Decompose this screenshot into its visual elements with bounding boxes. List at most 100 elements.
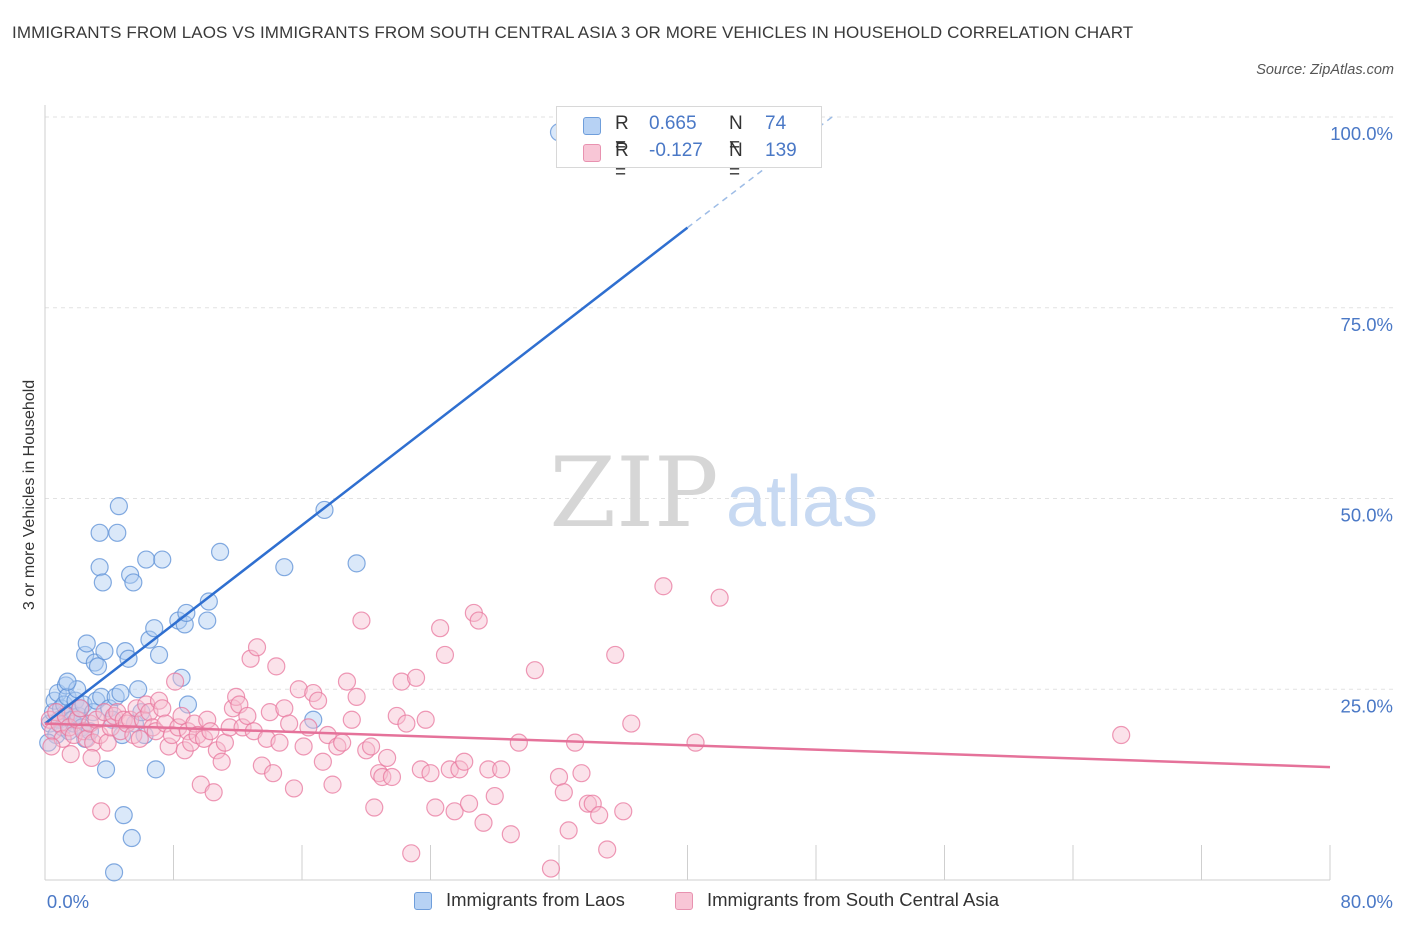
data-point-south-central-asia	[426, 798, 445, 817]
data-point-laos	[93, 573, 112, 592]
legend-n-value: 74	[765, 113, 787, 134]
trend-line-laos-extension	[687, 116, 833, 229]
bottom-legend-swatch-south-central-asia	[675, 892, 693, 910]
data-point-south-central-asia	[455, 752, 474, 771]
chart-title: IMMIGRANTS FROM LAOS VS IMMIGRANTS FROM …	[12, 23, 1134, 42]
data-point-south-central-asia	[572, 764, 591, 783]
legend-r-label: R =	[615, 113, 629, 156]
legend-n-value: 139	[765, 140, 797, 161]
data-point-south-central-asia	[153, 699, 172, 718]
data-point-south-central-asia	[559, 821, 578, 840]
data-point-south-central-asia	[247, 638, 267, 657]
data-point-south-central-asia	[583, 794, 602, 813]
data-point-laos	[347, 554, 366, 573]
data-point-south-central-asia	[435, 645, 455, 665]
data-point-south-central-asia	[212, 752, 231, 771]
data-point-south-central-asia	[606, 645, 625, 665]
data-point-laos	[145, 619, 164, 638]
data-point-south-central-asia	[267, 657, 286, 676]
data-point-south-central-asia	[622, 714, 641, 733]
watermark-zip: ZIP	[549, 437, 718, 549]
data-point-south-central-asia	[411, 760, 430, 779]
data-point-laos	[114, 806, 133, 825]
data-point-south-central-asia	[549, 767, 569, 787]
data-point-south-central-asia	[263, 764, 283, 783]
data-point-south-central-asia	[270, 733, 289, 752]
data-point-south-central-asia	[342, 710, 361, 729]
data-point-south-central-asia	[241, 649, 260, 668]
legend-r-value: 0.665	[649, 113, 697, 134]
data-point-south-central-asia	[710, 588, 729, 607]
data-point-south-central-asia	[220, 718, 239, 737]
data-point-south-central-asia	[387, 706, 406, 726]
data-point-south-central-asia	[215, 733, 234, 752]
data-point-south-central-asia	[92, 802, 111, 821]
data-point-south-central-asia	[61, 745, 80, 764]
data-point-south-central-asia	[373, 767, 392, 787]
data-point-south-central-asia	[485, 786, 504, 806]
data-point-south-central-asia	[294, 737, 313, 756]
bottom-legend-label-south-central-asia: Immigrants from South Central Asia	[707, 889, 999, 910]
data-point-laos	[178, 695, 198, 714]
watermark: ZIP atlas	[549, 437, 878, 549]
data-point-south-central-asia	[347, 687, 366, 706]
y-tick-label: 100.0%	[1330, 123, 1393, 144]
data-point-south-central-asia	[554, 783, 573, 802]
data-point-south-central-asia	[313, 752, 332, 771]
data-point-south-central-asia	[201, 722, 220, 741]
data-point-south-central-asia	[275, 699, 294, 718]
data-point-laos	[90, 558, 109, 577]
bottom-legend-swatch-laos	[414, 892, 432, 910]
data-point-south-central-asia	[284, 779, 304, 798]
y-tick-label: 75.0%	[1341, 314, 1393, 335]
legend-r-label: R =	[615, 140, 629, 183]
data-point-south-central-asia	[416, 710, 435, 729]
data-point-south-central-asia	[541, 859, 561, 878]
legend-n-label: N =	[729, 140, 743, 183]
bottom-legend-label-laos: Immigrants from Laos	[446, 889, 625, 910]
data-point-south-central-asia	[492, 760, 511, 779]
data-point-south-central-asia	[406, 668, 426, 687]
data-point-south-central-asia	[337, 672, 357, 691]
legend-swatch-laos	[583, 117, 601, 135]
data-point-south-central-asia	[98, 733, 117, 752]
data-point-south-central-asia	[378, 748, 397, 768]
data-point-south-central-asia	[166, 672, 185, 691]
data-point-south-central-asia	[130, 729, 149, 748]
data-point-laos	[210, 542, 230, 562]
data-point-laos	[198, 611, 217, 630]
data-point-laos	[129, 680, 148, 699]
data-point-south-central-asia	[525, 661, 545, 680]
data-point-south-central-asia	[382, 767, 402, 787]
x-tick-label: 80.0%	[1341, 891, 1393, 912]
tick-labels: 25.0% 50.0% 75.0% 100.0% 0.0% 80.0%	[47, 123, 1393, 912]
data-point-laos	[111, 683, 130, 703]
data-point-south-central-asia	[84, 733, 103, 752]
data-point-south-central-asia	[238, 706, 257, 726]
data-point-south-central-asia	[323, 775, 342, 794]
data-point-south-central-asia	[459, 794, 479, 813]
legend-swatch-south-central-asia	[583, 144, 601, 162]
y-tick-label: 25.0%	[1341, 695, 1393, 716]
data-point-laos	[146, 760, 165, 779]
watermark-atlas: atlas	[726, 462, 878, 542]
data-point-south-central-asia	[204, 783, 223, 802]
data-point-south-central-asia	[361, 737, 381, 756]
data-point-laos	[153, 550, 172, 569]
data-point-laos	[109, 497, 128, 516]
data-point-south-central-asia	[175, 741, 194, 760]
data-point-south-central-asia	[421, 764, 440, 783]
data-point-laos	[88, 657, 108, 676]
data-point-south-central-asia	[333, 733, 352, 752]
data-point-south-central-asia	[82, 748, 101, 768]
data-point-south-central-asia	[614, 802, 633, 821]
data-point-laos	[108, 523, 127, 542]
trend-line-laos	[44, 226, 689, 725]
data-point-laos	[58, 672, 77, 691]
data-point-south-central-asia	[509, 733, 528, 752]
data-point-south-central-asia	[133, 710, 153, 729]
data-point-south-central-asia	[47, 703, 66, 722]
data-point-south-central-asia	[71, 699, 90, 718]
data-point-laos	[90, 523, 109, 542]
